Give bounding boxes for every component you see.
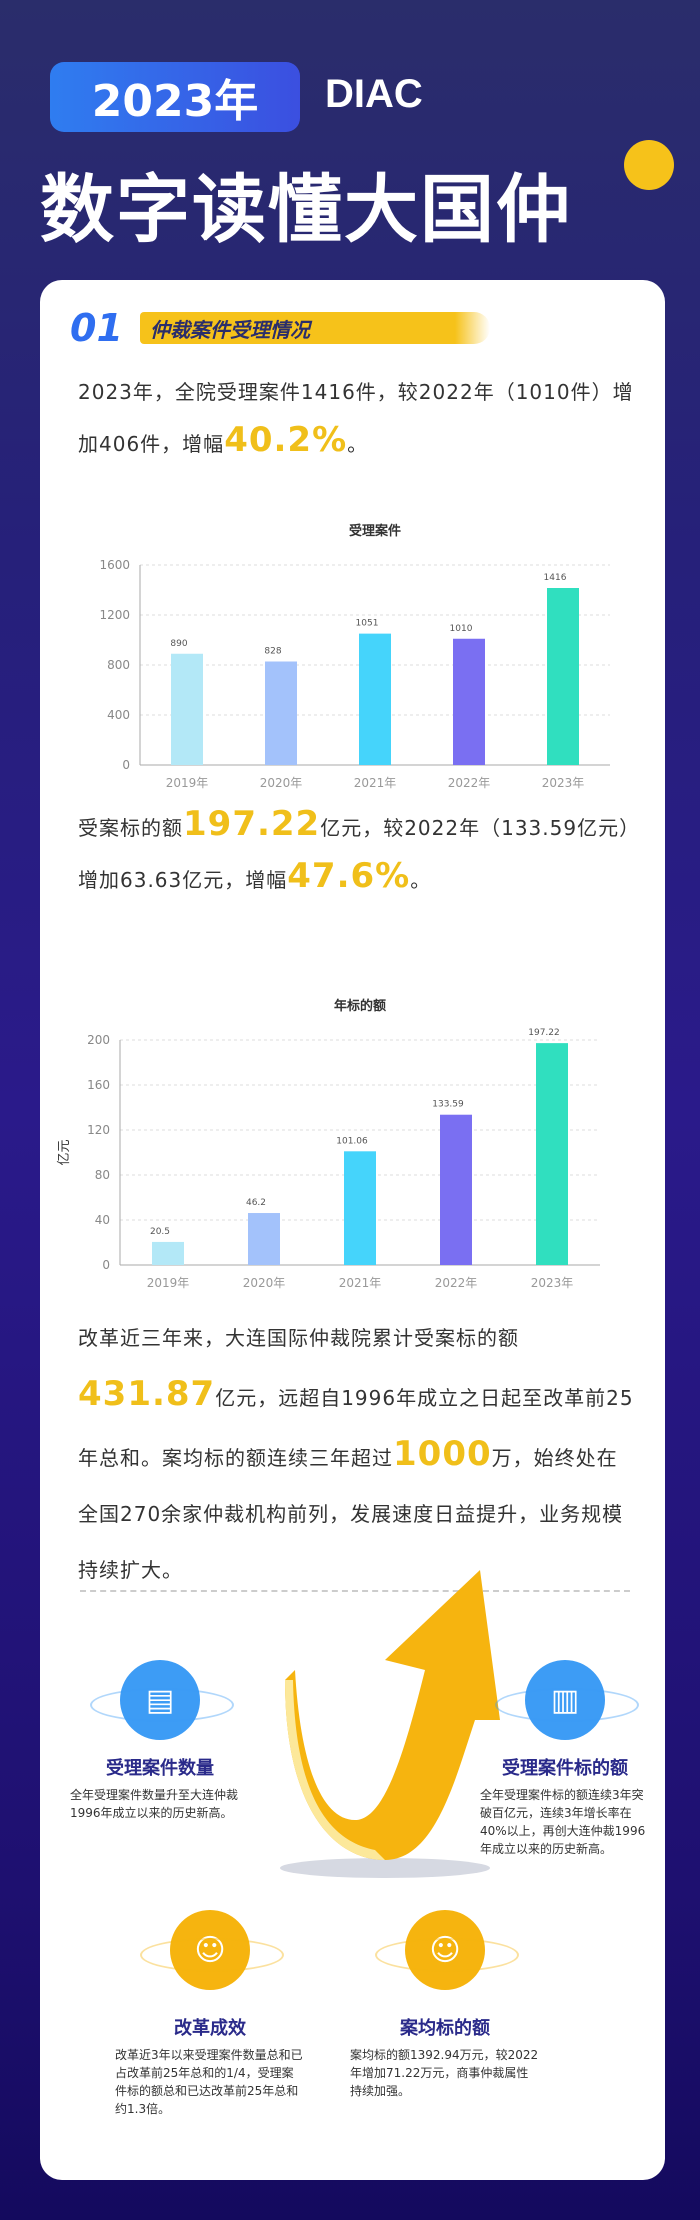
x-tick-label: 2021年 bbox=[339, 1276, 382, 1290]
feature-title: 受理案件标的额 bbox=[502, 1758, 628, 1779]
content-card: 01 仲裁案件受理情况 2023年，全院受理案件1416件，较2022年（101… bbox=[40, 280, 665, 2180]
bar bbox=[547, 588, 579, 765]
highlight-amount: 197.22 bbox=[183, 804, 321, 844]
data-label: 828 bbox=[264, 647, 281, 657]
y-tick-label: 400 bbox=[107, 708, 130, 722]
feature-case-amount: ▥ 受理案件标的额 全年受理案件标的额连续3年突破百亿元，连续3年增长率在40%… bbox=[480, 1660, 650, 1858]
bar bbox=[265, 661, 297, 765]
bar bbox=[359, 633, 391, 765]
page-title: 数字读懂大国仲 bbox=[40, 167, 572, 253]
x-tick-label: 2022年 bbox=[435, 1276, 478, 1290]
chart-board-icon: ▤ bbox=[90, 1660, 234, 1740]
y-axis-label: 亿元 bbox=[57, 1139, 72, 1165]
feature-title: 改革成效 bbox=[174, 2018, 246, 2039]
text: 受案标的额 bbox=[78, 816, 183, 840]
text: 2023年，全院受理案件1416件，较2022年（1010件）增加406件，增幅 bbox=[78, 380, 634, 456]
text: 亿元，较2022年（133.59亿元）增加63.63亿元，增幅 bbox=[78, 816, 631, 892]
x-tick-label: 2023年 bbox=[531, 1276, 574, 1290]
feature-case-count: ▤ 受理案件数量 全年受理案件数量升至大连仲裁1996年成立以来的历史新高。 bbox=[70, 1660, 250, 1822]
y-tick-label: 80 bbox=[95, 1168, 110, 1182]
y-tick-label: 1600 bbox=[99, 558, 130, 572]
y-tick-label: 200 bbox=[87, 1033, 110, 1047]
paragraph-cases: 2023年，全院受理案件1416件，较2022年（1010件）增加406件，增幅… bbox=[78, 368, 638, 468]
profile-icon: ☺ bbox=[140, 1910, 284, 1990]
bar bbox=[171, 653, 203, 765]
y-tick-label: 160 bbox=[87, 1078, 110, 1092]
feature-desc: 全年受理案件标的额连续3年突破百亿元，连续3年增长率在40%以上，再创大连仲裁1… bbox=[480, 1788, 646, 1856]
y-tick-label: 0 bbox=[102, 1258, 110, 1272]
y-tick-label: 40 bbox=[95, 1213, 110, 1227]
chart-title: 年标的额 bbox=[334, 998, 386, 1014]
data-label: 1416 bbox=[544, 573, 567, 583]
bar bbox=[453, 638, 485, 765]
decorative-dot bbox=[624, 140, 674, 190]
paragraph-amount: 受案标的额197.22亿元，较2022年（133.59亿元）增加63.63亿元，… bbox=[78, 800, 638, 904]
x-tick-label: 2021年 bbox=[354, 776, 397, 790]
feature-reform: ☺ 改革成效 改革近3年以来受理案件数量总和已占改革前25年总和的1/4，受理案… bbox=[115, 1910, 305, 2118]
data-label: 101.06 bbox=[336, 1136, 368, 1146]
data-label: 1010 bbox=[450, 624, 473, 634]
x-tick-label: 2020年 bbox=[243, 1276, 286, 1290]
data-label: 1051 bbox=[356, 619, 379, 629]
y-tick-label: 800 bbox=[107, 658, 130, 672]
bar bbox=[152, 1241, 184, 1265]
feature-desc: 改革近3年以来受理案件数量总和已占改革前25年总和的1/4，受理案件标的额总和已… bbox=[115, 2048, 303, 2116]
x-tick-label: 2020年 bbox=[260, 776, 303, 790]
highlight-growth: 47.6% bbox=[287, 856, 411, 896]
bar bbox=[536, 1043, 568, 1265]
highlight-growth: 40.2% bbox=[224, 420, 348, 460]
divider bbox=[80, 1590, 630, 1592]
y-tick-label: 1200 bbox=[99, 608, 130, 622]
chart-title: 受理案件 bbox=[349, 523, 401, 539]
bar bbox=[344, 1151, 376, 1265]
bar bbox=[440, 1114, 472, 1265]
profile-icon: ☺ bbox=[375, 1910, 519, 1990]
rising-arrow-icon bbox=[280, 1570, 500, 1878]
bar bbox=[248, 1213, 280, 1265]
text: 。 bbox=[410, 868, 432, 892]
text: 。 bbox=[347, 432, 369, 456]
year-badge: 2023年 bbox=[50, 62, 300, 132]
y-tick-label: 120 bbox=[87, 1123, 110, 1137]
feature-average-amount: ☺ 案均标的额 案均标的额1392.94万元，较2022年增加71.22万元，商… bbox=[350, 1910, 540, 2100]
section-number: 01 bbox=[70, 306, 123, 350]
section-label: 仲裁案件受理情况 bbox=[140, 312, 490, 344]
data-label: 197.22 bbox=[528, 1028, 560, 1038]
y-tick-label: 0 bbox=[122, 758, 130, 772]
chart-cases: 受理案件 0 400 800 1200 1600 890 2019年 828 2020年 1051 2… bbox=[99, 523, 610, 790]
document-icon: ▥ bbox=[495, 1660, 639, 1740]
data-label: 133.59 bbox=[432, 1100, 464, 1110]
x-tick-label: 2023年 bbox=[542, 776, 585, 790]
feature-title: 受理案件数量 bbox=[106, 1758, 214, 1779]
paragraph-reform: 改革近三年来，大连国际仲裁院累计受案标的额 431.87亿元，远超自1996年成立… bbox=[78, 1310, 638, 1598]
feature-desc: 全年受理案件数量升至大连仲裁1996年成立以来的历史新高。 bbox=[70, 1788, 239, 1820]
data-label: 890 bbox=[170, 639, 187, 649]
x-tick-label: 2019年 bbox=[147, 1276, 190, 1290]
data-label: 46.2 bbox=[246, 1198, 266, 1208]
org-name: DIAC bbox=[325, 72, 423, 116]
section-header: 01 仲裁案件受理情况 bbox=[70, 306, 490, 350]
text: 改革近三年来，大连国际仲裁院累计受案标的额 bbox=[78, 1326, 519, 1350]
highlight-average: 1000 bbox=[393, 1434, 492, 1474]
text: 亿元，远超自1996年成立之日起至改革前25年总和。案均标的额连续三年超过 bbox=[78, 1386, 634, 1470]
x-tick-label: 2022年 bbox=[448, 776, 491, 790]
highlight-total: 431.87 bbox=[78, 1374, 216, 1414]
feature-title: 案均标的额 bbox=[400, 2018, 490, 2039]
data-label: 20.5 bbox=[150, 1227, 170, 1237]
feature-desc: 案均标的额1392.94万元，较2022年增加71.22万元，商事仲裁属性持续加… bbox=[350, 2048, 539, 2098]
x-tick-label: 2019年 bbox=[166, 776, 209, 790]
text: 万，始终处在全国270余家仲裁机构前列，发展速度日益提升，业务规模持续扩大。 bbox=[78, 1446, 624, 1582]
